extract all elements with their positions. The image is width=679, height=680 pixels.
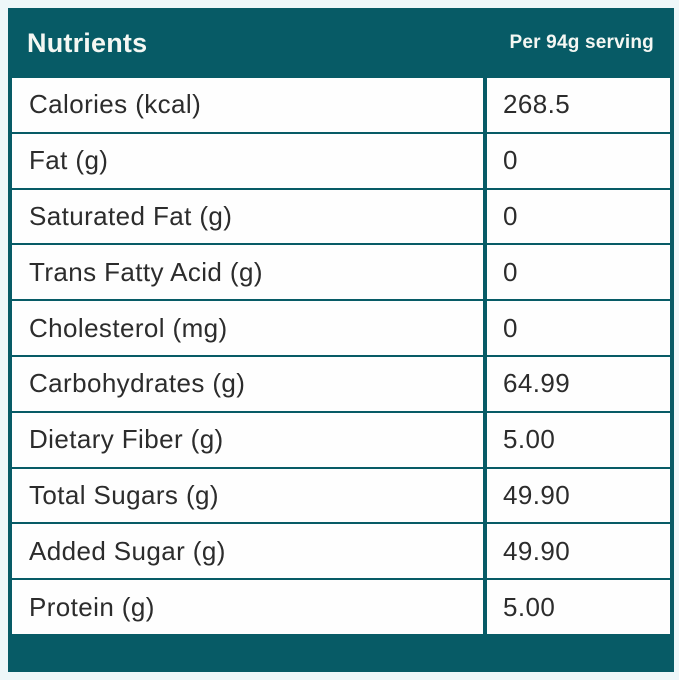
nutrient-value: 5.00 <box>483 412 670 467</box>
nutrient-label: Calories (kcal) <box>29 89 202 120</box>
nutrient-value: 5.00 <box>483 580 670 634</box>
table-row: Trans Fatty Acid (g) 0 <box>12 243 670 300</box>
table-row: Total Sugars (g) 49.90 <box>12 466 670 523</box>
nutrient-value: 0 <box>483 189 670 244</box>
table-header: Nutrients Per 94g serving <box>8 8 674 78</box>
table-row: Dietary Fiber (g) 5.00 <box>12 410 670 467</box>
nutrient-value: 0 <box>483 133 670 188</box>
nutrient-label: Carbohydrates (g) <box>29 368 246 399</box>
nutrient-label: Dietary Fiber (g) <box>29 424 224 455</box>
table-row: Protein (g) 5.00 <box>12 578 670 634</box>
serving-size-label: Per 94g serving <box>509 32 654 53</box>
table-title: Nutrients <box>27 27 148 58</box>
table-row: Fat (g) 0 <box>12 131 670 188</box>
nutrient-label: Added Sugar (g) <box>29 535 226 566</box>
table-row: Saturated Fat (g) 0 <box>12 187 670 244</box>
nutrient-label: Cholesterol (mg) <box>29 312 228 343</box>
nutrient-value: 49.90 <box>483 468 670 523</box>
nutrient-value: 0 <box>483 245 670 300</box>
nutrient-label: Saturated Fat (g) <box>29 200 233 231</box>
nutrient-value: 0 <box>483 301 670 355</box>
table-row: Carbohydrates (g) 64.99 <box>12 354 670 411</box>
nutrient-value: 49.90 <box>483 524 670 579</box>
table-row: Cholesterol (mg) 0 <box>12 299 670 355</box>
nutrient-label: Fat (g) <box>29 145 109 176</box>
table-body: Calories (kcal) 268.5 Fat (g) 0 Saturate… <box>8 78 674 634</box>
nutrient-label: Total Sugars (g) <box>29 479 219 510</box>
nutrient-label: Trans Fatty Acid (g) <box>29 256 263 287</box>
table-row: Added Sugar (g) 49.90 <box>12 522 670 579</box>
table-row: Calories (kcal) 268.5 <box>12 78 670 132</box>
nutrient-value: 64.99 <box>483 356 670 411</box>
nutrition-table: Nutrients Per 94g serving Calories (kcal… <box>8 8 674 672</box>
nutrient-value: 268.5 <box>483 78 670 132</box>
nutrient-label: Protein (g) <box>29 591 155 622</box>
table-footer-bar <box>8 634 674 672</box>
